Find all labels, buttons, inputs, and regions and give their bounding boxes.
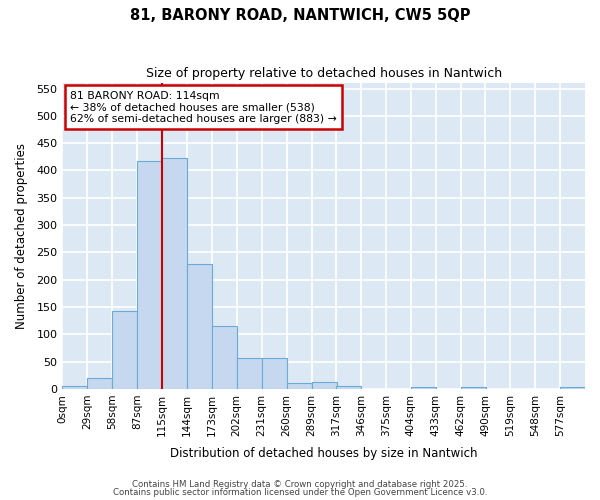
Bar [560, 386, 585, 389]
Bar [88, 378, 112, 389]
X-axis label: Distribution of detached houses by size in Nantwich: Distribution of detached houses by size … [170, 447, 478, 460]
Title: Size of property relative to detached houses in Nantwich: Size of property relative to detached ho… [146, 68, 502, 80]
Y-axis label: Number of detached properties: Number of detached properties [15, 143, 28, 329]
Bar [311, 382, 337, 389]
Bar [161, 158, 187, 389]
Bar [212, 326, 236, 389]
Bar [187, 264, 212, 389]
Bar [262, 358, 287, 389]
Bar [461, 388, 486, 389]
Bar [287, 384, 311, 389]
Text: 81, BARONY ROAD, NANTWICH, CW5 5QP: 81, BARONY ROAD, NANTWICH, CW5 5QP [130, 8, 470, 22]
Bar [411, 386, 436, 389]
Text: Contains HM Land Registry data © Crown copyright and database right 2025.: Contains HM Land Registry data © Crown c… [132, 480, 468, 489]
Bar [236, 358, 262, 389]
Bar [62, 386, 88, 389]
Text: Contains public sector information licensed under the Open Government Licence v3: Contains public sector information licen… [113, 488, 487, 497]
Bar [336, 386, 361, 389]
Bar [137, 160, 163, 389]
Bar [112, 311, 137, 389]
Text: 81 BARONY ROAD: 114sqm
← 38% of detached houses are smaller (538)
62% of semi-de: 81 BARONY ROAD: 114sqm ← 38% of detached… [70, 90, 337, 124]
